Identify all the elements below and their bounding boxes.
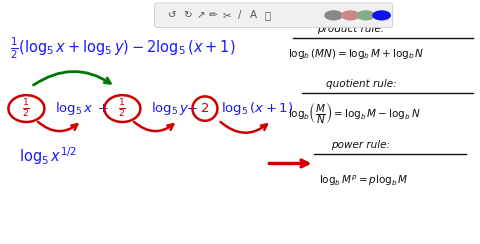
Text: product rule:: product rule: — [317, 24, 384, 34]
Text: $2$: $2$ — [200, 102, 210, 115]
Text: $\log_5 x$: $\log_5 x$ — [55, 100, 94, 117]
Text: ⬜: ⬜ — [264, 10, 271, 20]
FancyBboxPatch shape — [155, 3, 393, 28]
Text: $\log_b M^p = p\log_b M$: $\log_b M^p = p\log_b M$ — [319, 173, 409, 188]
Text: $-$: $-$ — [186, 102, 198, 115]
Text: ✂: ✂ — [222, 10, 231, 20]
Text: /: / — [238, 10, 242, 20]
Text: ↺: ↺ — [168, 10, 177, 20]
Text: $\log_b\!\left(\dfrac{M}{N}\right) = \log_b M - \log_b N$: $\log_b\!\left(\dfrac{M}{N}\right) = \lo… — [288, 101, 420, 126]
Text: A: A — [250, 10, 257, 20]
Text: ↻: ↻ — [183, 10, 192, 20]
Text: ✏: ✏ — [209, 10, 218, 20]
Text: power rule:: power rule: — [331, 140, 390, 150]
Text: $\log_5(x+1)$: $\log_5(x+1)$ — [221, 100, 293, 117]
Text: $\log_5 x^{1/2}$: $\log_5 x^{1/2}$ — [19, 145, 77, 167]
Circle shape — [357, 11, 374, 20]
Circle shape — [325, 11, 342, 20]
Text: $\frac{1}{2}$: $\frac{1}{2}$ — [119, 98, 126, 120]
Text: $\log_b(MN) = \log_b M + \log_b N$: $\log_b(MN) = \log_b M + \log_b N$ — [288, 47, 424, 61]
Circle shape — [342, 11, 359, 20]
Text: $+$: $+$ — [97, 102, 109, 115]
Text: quotient rule:: quotient rule: — [326, 79, 397, 89]
Text: $\frac{1}{2}\left(\log_5 x + \log_5 y\right) - 2\log_5(x+1)$: $\frac{1}{2}\left(\log_5 x + \log_5 y\ri… — [10, 36, 235, 61]
Text: $\log_5 y$: $\log_5 y$ — [151, 100, 190, 117]
Circle shape — [373, 11, 390, 20]
Text: $\frac{1}{2}$: $\frac{1}{2}$ — [23, 98, 30, 120]
Text: ↗: ↗ — [196, 10, 205, 20]
